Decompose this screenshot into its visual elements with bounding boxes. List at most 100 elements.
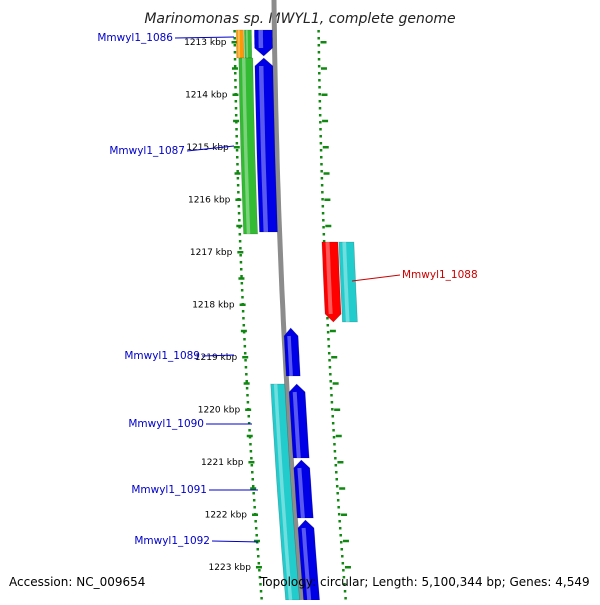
tick-dash	[237, 251, 243, 254]
gene-label-mmwyl1-1091: Mmwyl1_1091	[131, 484, 207, 496]
tick-dot	[260, 590, 263, 593]
gene-leader-line	[212, 541, 258, 542]
tick-dot	[342, 562, 345, 565]
tick-dash	[232, 67, 238, 70]
tick-dot	[320, 149, 323, 152]
tick-dot	[251, 471, 254, 474]
tick-dash	[336, 435, 342, 438]
tick-dot	[327, 338, 330, 341]
tick-dot	[336, 485, 339, 488]
tick-dot	[260, 597, 263, 600]
tick-dot	[321, 184, 324, 187]
tick-dot	[329, 373, 332, 376]
tick-dot	[236, 170, 239, 173]
gene-label-mmwyl1-1092: Mmwyl1_1092	[134, 535, 210, 547]
tick-dot	[340, 541, 343, 544]
tick-dot	[240, 261, 243, 264]
tick-dot	[246, 387, 249, 390]
tick-dot	[234, 65, 237, 68]
tick-dot	[339, 527, 342, 530]
tick-dot	[239, 240, 242, 243]
tick-dot	[329, 380, 332, 383]
tick-dot	[332, 422, 335, 425]
tick-dot	[318, 51, 321, 54]
tick-dot	[339, 534, 342, 537]
kbp-tick-label: 1222 kbp	[205, 511, 248, 521]
tick-dot	[235, 114, 238, 117]
tick-dot	[240, 275, 243, 278]
tick-dot	[237, 177, 240, 180]
tick-dash	[256, 566, 262, 569]
tick-dot	[318, 86, 321, 89]
tick-dot	[330, 394, 333, 397]
tick-dash	[343, 540, 349, 543]
accession-text: Accession: NC_009654	[9, 575, 145, 589]
tick-dash	[321, 41, 327, 44]
tick-dot	[337, 506, 340, 509]
tick-dot	[318, 79, 321, 82]
tick-dot	[239, 233, 242, 236]
tick-dot	[247, 401, 250, 404]
tick-dot	[236, 156, 239, 159]
gene-label-mmwyl1-1087: Mmwyl1_1087	[109, 145, 185, 157]
tick-dot	[236, 142, 239, 145]
tick-dot	[335, 471, 338, 474]
tick-dot	[235, 107, 238, 110]
cds-arrow-1089-shine	[289, 336, 291, 376]
tick-dot	[322, 212, 325, 215]
gene-label-mmwyl1-1088: Mmwyl1_1088	[402, 269, 478, 281]
kbp-tick-label: 1217 kbp	[190, 248, 233, 258]
tick-dot	[251, 478, 254, 481]
kbp-tick-label: 1219 kbp	[195, 353, 238, 363]
tick-dot	[331, 401, 334, 404]
tick-dot	[234, 58, 237, 61]
tick-dot	[318, 93, 321, 96]
tick-dot	[320, 142, 323, 145]
kbp-tick-label: 1221 kbp	[201, 458, 244, 468]
kbp-tick-label: 1218 kbp	[192, 301, 235, 311]
tick-dot	[321, 191, 324, 194]
cog-block-1086b	[244, 30, 251, 58]
tick-dot	[318, 65, 321, 68]
tick-dot	[251, 464, 254, 467]
tick-dash	[236, 225, 242, 228]
tick-dash	[240, 304, 246, 307]
tick-dot	[254, 520, 257, 523]
tick-dot	[335, 464, 338, 467]
tick-dot	[344, 590, 347, 593]
tick-dash	[233, 120, 239, 123]
tick-dash	[232, 94, 238, 97]
tick-dot	[252, 492, 255, 495]
tick-dot	[329, 366, 332, 369]
tick-dot	[253, 506, 256, 509]
tick-dot	[323, 233, 326, 236]
tick-dot	[321, 177, 324, 180]
tick-dot	[238, 205, 241, 208]
kbp-tick-label: 1220 kbp	[198, 406, 241, 416]
tick-dot	[244, 345, 247, 348]
tick-dot	[318, 58, 321, 61]
tick-dot	[332, 429, 335, 432]
tick-dash	[234, 146, 240, 149]
tick-dash	[323, 146, 329, 149]
tick-dot	[233, 30, 236, 33]
tick-dot	[244, 352, 247, 355]
tick-dash	[333, 382, 339, 385]
tick-dot	[241, 282, 244, 285]
gene-leader-line	[352, 275, 400, 281]
kbp-tick-label: 1213 kbp	[184, 38, 227, 48]
tick-dot	[319, 100, 322, 103]
tick-dot	[248, 429, 251, 432]
tick-dash	[321, 94, 327, 97]
tick-dot	[340, 548, 343, 551]
tick-dot	[245, 373, 248, 376]
tick-dot	[234, 72, 237, 75]
tick-dot	[318, 44, 321, 47]
tick-dot	[328, 345, 331, 348]
tick-dot	[334, 457, 337, 460]
tick-dash	[252, 514, 258, 517]
tick-dot	[258, 569, 261, 572]
tick-dot	[242, 310, 245, 313]
